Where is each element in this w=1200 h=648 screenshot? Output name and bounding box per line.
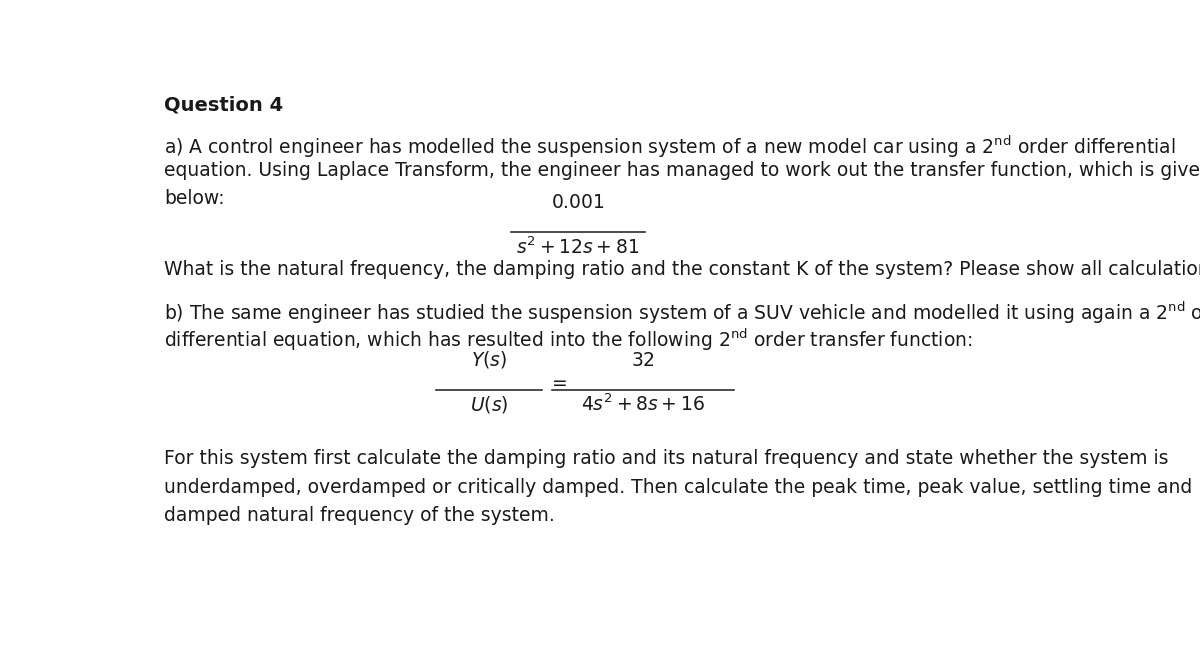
Text: What is the natural frequency, the damping ratio and the constant K of the syste: What is the natural frequency, the dampi… — [164, 260, 1200, 279]
Text: $0.001$: $0.001$ — [551, 194, 605, 213]
Text: $Y(s)$: $Y(s)$ — [472, 349, 508, 369]
Text: $=$: $=$ — [547, 372, 568, 391]
Text: a) A control engineer has modelled the suspension system of a new model car usin: a) A control engineer has modelled the s… — [164, 133, 1176, 160]
Text: b) The same engineer has studied the suspension system of a SUV vehicle and mode: b) The same engineer has studied the sus… — [164, 300, 1200, 326]
Text: For this system first calculate the damping ratio and its natural frequency and : For this system first calculate the damp… — [164, 450, 1169, 469]
Text: $s^2 + 12s + 81$: $s^2 + 12s + 81$ — [516, 237, 640, 258]
Text: $U(s)$: $U(s)$ — [470, 393, 509, 415]
Text: Question 4: Question 4 — [164, 95, 283, 114]
Text: below:: below: — [164, 189, 224, 207]
Text: $4s^2 + 8s + 16$: $4s^2 + 8s + 16$ — [581, 393, 704, 415]
Text: damped natural frequency of the system.: damped natural frequency of the system. — [164, 506, 554, 525]
Text: underdamped, overdamped or critically damped. Then calculate the peak time, peak: underdamped, overdamped or critically da… — [164, 478, 1193, 497]
Text: $32$: $32$ — [631, 351, 655, 369]
Text: equation. Using Laplace Transform, the engineer has managed to work out the tran: equation. Using Laplace Transform, the e… — [164, 161, 1200, 180]
Text: differential equation, which has resulted into the following 2$^{\mathregular{nd: differential equation, which has resulte… — [164, 327, 972, 353]
